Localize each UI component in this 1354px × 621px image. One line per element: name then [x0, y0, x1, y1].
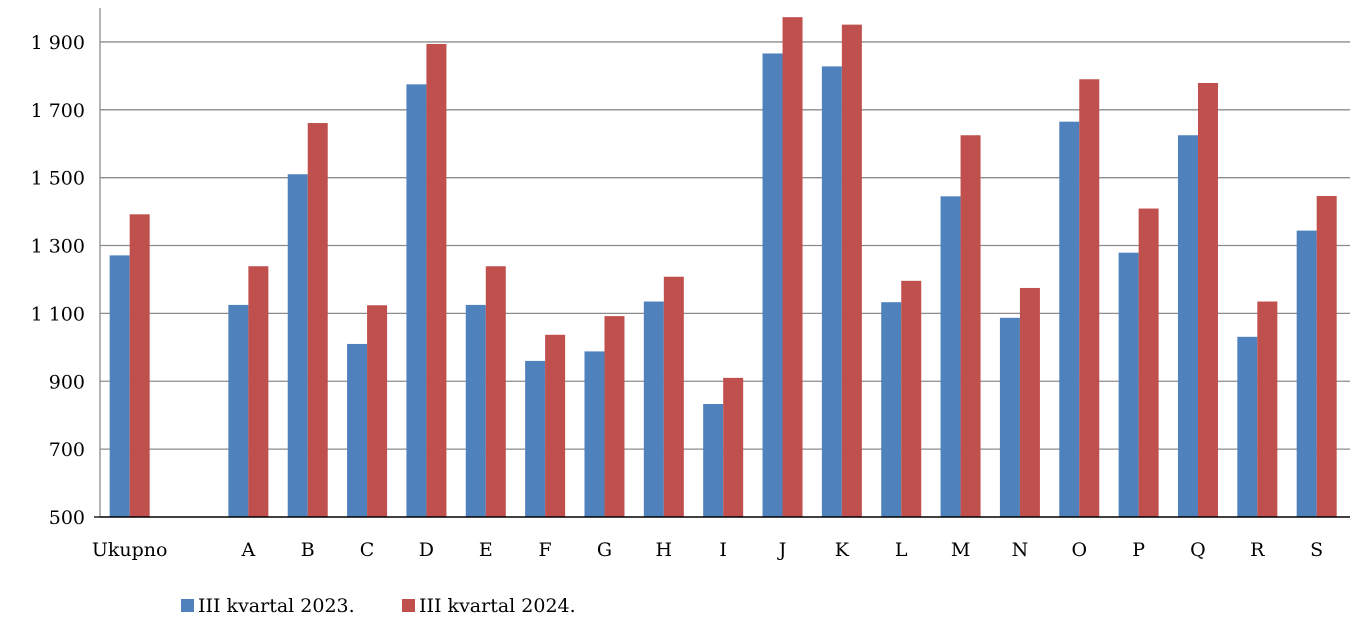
bar-2023-G: [584, 351, 605, 517]
bar-2023-L: [881, 302, 902, 517]
bar-2024-A: [248, 266, 269, 517]
legend-swatch-2023: [181, 599, 194, 612]
bars: [109, 17, 1337, 518]
bar-2024-D: [426, 43, 447, 518]
bar-2023-I: [703, 404, 724, 517]
bar-2023-B: [287, 174, 308, 518]
y-tick-label: 1 900: [31, 32, 85, 54]
x-tick-label: I: [719, 539, 727, 561]
y-tick-label: 1 100: [31, 303, 85, 325]
bar-2023-J: [762, 53, 783, 517]
y-tick-label: 500: [49, 507, 85, 529]
x-tick-label: R: [1250, 539, 1265, 561]
bar-2024-I: [723, 377, 744, 517]
bar-2023-F: [525, 360, 546, 517]
bar-2023-A: [228, 304, 249, 517]
x-tick-label: A: [241, 539, 256, 561]
bar-2023-K: [821, 66, 842, 518]
x-tick-label: Ukupno: [92, 539, 168, 561]
bar-2024-J: [782, 17, 803, 518]
y-tick-label: 900: [49, 371, 85, 393]
y-tick-label: 1 500: [31, 168, 85, 190]
bar-2024-Q: [1197, 82, 1218, 517]
y-tick-label: 700: [49, 439, 85, 461]
bar-2023-P: [1118, 252, 1139, 517]
bar-2023-D: [406, 84, 427, 517]
bar-2023-M: [940, 196, 961, 517]
bar-2024-S: [1316, 195, 1337, 517]
bar-2024-B: [307, 123, 328, 517]
x-tick-label: M: [951, 539, 970, 561]
bar-2024-Ukupno: [129, 214, 150, 517]
bar-2024-N: [1019, 287, 1040, 517]
x-tick-label: F: [539, 539, 552, 561]
legend-label-2024: III kvartal 2024.: [419, 595, 576, 617]
y-tick-label: 1 300: [31, 236, 85, 258]
x-tick-label: O: [1071, 539, 1087, 561]
x-tick-label: H: [656, 539, 673, 561]
legend-swatch-2024: [402, 599, 415, 612]
bar-2023-S: [1296, 230, 1317, 517]
x-tick-label: N: [1012, 539, 1029, 561]
y-tick-label: 1 700: [31, 100, 85, 122]
bar-2024-E: [485, 266, 506, 517]
bar-2023-H: [643, 301, 664, 517]
bar-2024-P: [1138, 208, 1159, 517]
x-tick-label: E: [479, 539, 493, 561]
y-tick-labels: 500 700 900 1 100 1 300 1 500 1 700 1 900: [31, 32, 85, 529]
x-tick-label: B: [301, 539, 315, 561]
legend: III kvartal 2023. III kvartal 2024.: [181, 595, 576, 617]
bar-2023-Q: [1177, 135, 1198, 517]
x-tick-label: K: [835, 539, 850, 561]
bar-2023-R: [1237, 336, 1258, 517]
bar-2024-G: [604, 316, 625, 517]
x-tick-label: J: [777, 539, 787, 561]
bar-2024-O: [1079, 79, 1100, 517]
x-tick-labels: Ukupno A B C D E F G H I J K L M N O P Q R S: [92, 539, 1323, 561]
legend-label-2023: III kvartal 2023.: [198, 595, 355, 617]
x-tick-label: G: [597, 539, 612, 561]
bar-2024-R: [1257, 301, 1278, 517]
bar-2023-E: [465, 304, 486, 517]
axes: [94, 8, 1350, 518]
bar-2024-K: [841, 24, 862, 518]
bar-2024-L: [901, 280, 922, 517]
bar-2024-M: [960, 135, 981, 517]
bar-2024-F: [545, 334, 566, 517]
bar-2023-N: [999, 317, 1020, 517]
x-tick-label: D: [419, 539, 434, 561]
x-tick-label: S: [1310, 539, 1323, 561]
bar-2024-H: [663, 276, 684, 517]
x-tick-label: Q: [1190, 539, 1206, 561]
bar-2023-Ukupno: [109, 255, 130, 517]
x-tick-label: L: [895, 539, 908, 561]
bar-2023-O: [1059, 121, 1080, 517]
bar-2023-C: [347, 343, 368, 517]
bar-2024-C: [367, 305, 388, 517]
x-tick-label: C: [360, 539, 375, 561]
x-tick-label: P: [1132, 539, 1145, 561]
